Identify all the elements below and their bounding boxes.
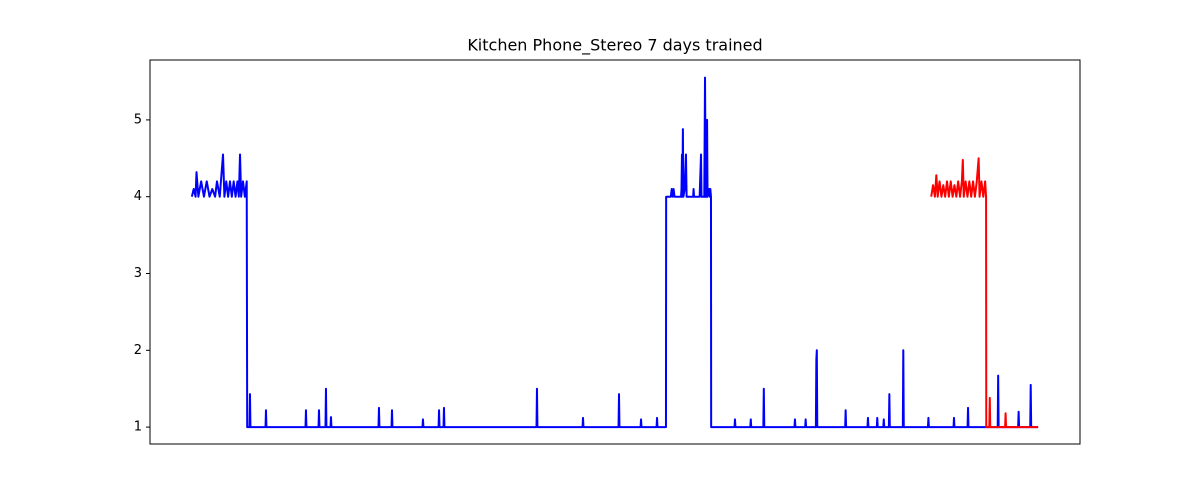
- y-tick-label: 1: [134, 420, 142, 435]
- series-line: [930, 157, 1039, 429]
- y-tick-label: 5: [134, 112, 142, 127]
- series-line: [190, 76, 1039, 429]
- y-tick-label: 2: [134, 343, 142, 358]
- plot-frame: [149, 59, 1081, 445]
- y-tick-label: 4: [134, 189, 142, 204]
- y-tick-label: 3: [134, 266, 142, 281]
- chart-title: Kitchen Phone_Stereo 7 days trained: [467, 36, 762, 56]
